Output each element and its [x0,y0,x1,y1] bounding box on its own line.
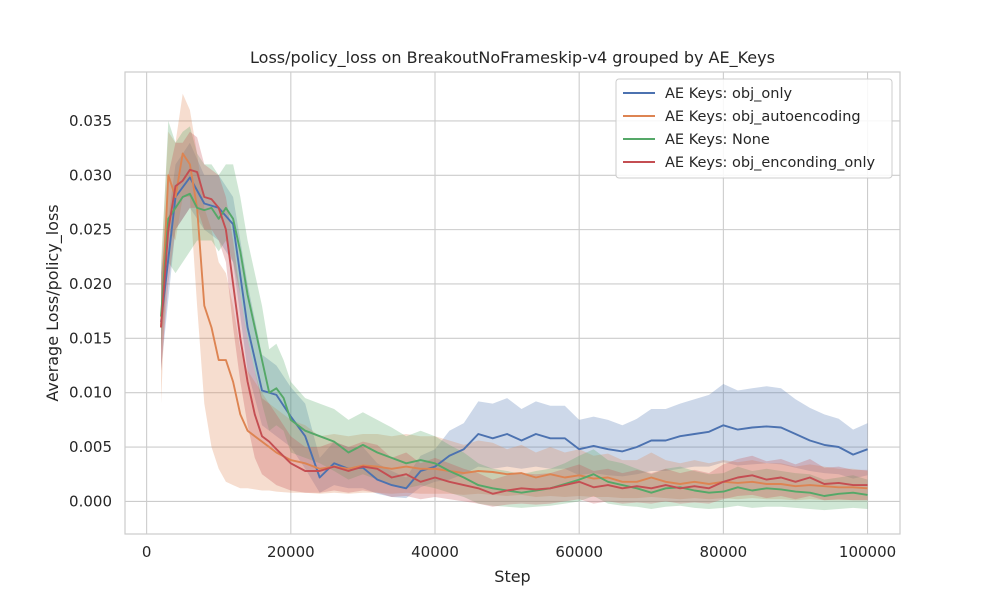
legend-label: AE Keys: None [665,132,770,148]
legend-label: AE Keys: obj_autoencoding [665,109,861,125]
tick-labels: 0 20000 40000 60000 80000 100000 0.000 0.005 0.0… [69,112,896,561]
y-axis-label: Average Loss/policy_loss [43,204,63,401]
legend-label: AE Keys: obj_enconding_only [665,155,875,171]
legend: AE Keys: obj_only AE Keys: obj_autoencodi… [615,78,893,179]
y-tick-label: 0.020 [69,275,112,293]
y-tick-label: 0.030 [69,166,112,184]
legend-label: AE Keys: obj_only [665,86,792,102]
series-lines [160,152,868,497]
series-band-0 [161,142,868,499]
y-tick-label: 0.025 [69,221,112,239]
y-tick-label: 0.005 [69,438,112,456]
x-tick-label: 0 [142,543,152,561]
series-line-1 [160,152,868,490]
x-tick-label: 60000 [555,543,603,561]
series-band-1 [161,93,868,501]
y-tick-label: 0.000 [69,492,112,510]
x-axis-label: Step [494,567,530,586]
plot-frame [124,71,901,535]
x-tick-label: 20000 [267,543,315,561]
series-band-3 [161,131,868,507]
chart-title: Loss/policy_loss on BreakoutNoFrameskip-… [250,48,775,68]
series-band-2 [161,120,868,511]
x-tick-label: 80000 [700,543,748,561]
confidence-bands [161,93,868,511]
series-line-0 [160,176,868,490]
x-tick-label: 40000 [411,543,459,561]
x-tick-label: 100000 [839,543,896,561]
series-line-3 [160,168,868,495]
y-tick-label: 0.035 [69,112,112,130]
series-line-2 [160,192,868,497]
legend-box [615,78,893,179]
y-tick-label: 0.015 [69,329,112,347]
y-tick-label: 0.010 [69,384,112,402]
